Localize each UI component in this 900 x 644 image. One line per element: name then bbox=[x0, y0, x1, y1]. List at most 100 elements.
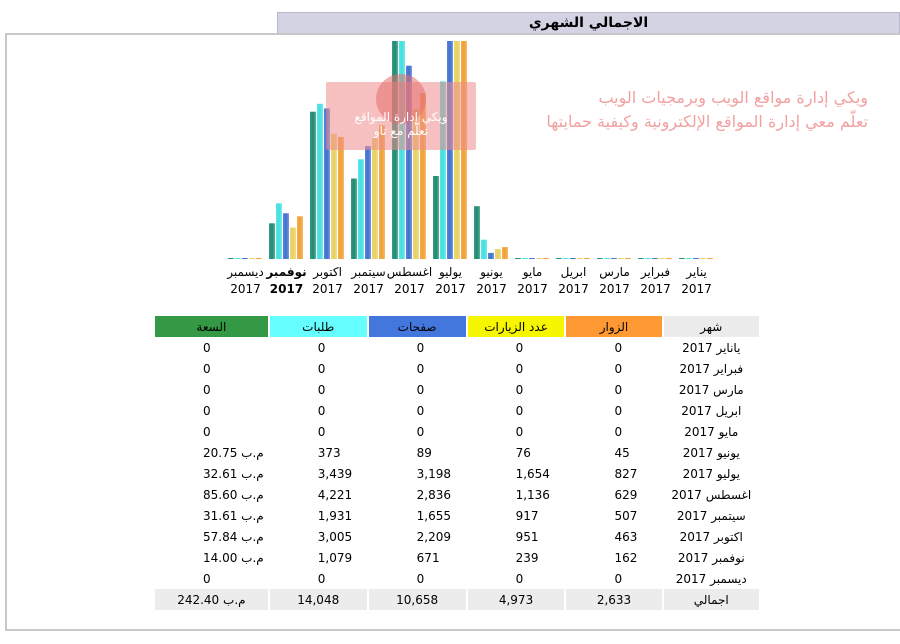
row-pages: 0 bbox=[416, 403, 425, 418]
bar-bandwidth bbox=[515, 258, 521, 259]
bar-bandwidth bbox=[597, 258, 603, 259]
row-pages: 0 bbox=[416, 382, 425, 397]
row-hits: 0 bbox=[317, 361, 326, 376]
row-pages: 671 bbox=[416, 550, 440, 565]
bar-pages bbox=[693, 258, 699, 259]
row-bandwidth: 0 bbox=[203, 340, 211, 355]
row-visitors: 0 bbox=[614, 571, 623, 586]
watermark-logo-line-1: ويكي إدارة المواقع bbox=[354, 110, 448, 124]
bar-pages bbox=[406, 65, 412, 259]
row-hits: 0 bbox=[317, 403, 326, 418]
row-visits: 0 bbox=[515, 361, 524, 376]
row-bandwidth: 20.75 م.ب bbox=[203, 445, 264, 460]
total-bandwidth: 242.40 م.ب bbox=[155, 589, 268, 610]
bar-visitors bbox=[707, 258, 713, 259]
bar-bandwidth bbox=[638, 258, 644, 259]
row-visitors: 507 bbox=[614, 508, 638, 523]
bar-pages bbox=[488, 252, 494, 259]
row-bandwidth: 0 bbox=[203, 361, 211, 376]
row-visits: 0 bbox=[515, 424, 524, 439]
bar-bandwidth bbox=[679, 258, 685, 259]
bar-hits bbox=[686, 258, 692, 259]
watermark-logo-line-2: تعلّم مع تاو bbox=[373, 124, 429, 138]
bar-visitors bbox=[461, 41, 467, 259]
bar-bandwidth bbox=[392, 41, 398, 259]
bar-visits bbox=[413, 109, 419, 259]
total-visitors: 2,633 bbox=[566, 589, 662, 610]
bar-visitors bbox=[502, 247, 508, 259]
row-visits: 917 bbox=[515, 508, 539, 523]
row-month: نوفمبر 2017 bbox=[677, 550, 745, 565]
row-visitors: 827 bbox=[614, 466, 638, 481]
table-body: يانایر 2017 0 0 0 0 0 فبراير 2017 0 0 0 0 0 مارس 201… bbox=[155, 337, 759, 610]
bar-hits bbox=[481, 239, 487, 259]
row-hits: 3,439 bbox=[317, 466, 353, 481]
row-month: ديسمبر 2017 bbox=[675, 571, 747, 586]
row-pages: 0 bbox=[416, 424, 425, 439]
row-hits: 0 bbox=[317, 571, 326, 586]
row-month: ابريل 2017 bbox=[681, 403, 742, 418]
header-month: شهر bbox=[663, 316, 759, 337]
row-bandwidth: 85.60 م.ب bbox=[203, 487, 264, 502]
x-tick-year: 2017 bbox=[394, 282, 425, 296]
row-month: يونيو 2017 bbox=[682, 445, 740, 460]
table-row: ابريل 2017 0 0 0 0 0 bbox=[155, 400, 759, 421]
table-row: مارس 2017 0 0 0 0 0 bbox=[155, 379, 759, 400]
x-tick-month: فبراير bbox=[640, 265, 670, 280]
bar-visits bbox=[659, 258, 665, 259]
row-hits: 4,221 bbox=[317, 487, 353, 502]
x-tick-year: 2017 bbox=[312, 282, 343, 296]
x-tick-month: ديسمبر bbox=[226, 265, 264, 280]
bar-visits bbox=[290, 227, 296, 259]
table-row: مايو 2017 0 0 0 0 0 bbox=[155, 421, 759, 442]
row-pages: 0 bbox=[416, 361, 425, 376]
monthly-stats-table: شهر الزوار عدد الزيارات صفحات طلبات السع… bbox=[153, 316, 761, 610]
bar-bandwidth bbox=[228, 258, 234, 259]
bar-pages bbox=[365, 146, 371, 259]
bar-visits bbox=[331, 133, 337, 259]
table-header-row: شهر الزوار عدد الزيارات صفحات طلبات السع… bbox=[155, 316, 759, 337]
bar-visits bbox=[495, 249, 501, 259]
watermark-line-2: تعلّم معي إدارة المواقع الإلكترونية وكيف… bbox=[546, 112, 868, 131]
bar-visitors bbox=[338, 137, 344, 259]
content-frame bbox=[5, 33, 900, 631]
bar-visitors bbox=[584, 258, 590, 259]
row-pages: 0 bbox=[416, 571, 425, 586]
bar-pages bbox=[324, 108, 330, 260]
row-visitors: 0 bbox=[614, 403, 623, 418]
table-row: ديسمبر 2017 0 0 0 0 0 bbox=[155, 568, 759, 589]
x-tick-year: 2017 bbox=[270, 282, 303, 296]
bar-visitors bbox=[297, 216, 303, 259]
bar-visitors bbox=[625, 258, 631, 259]
watermark-line-1: ويكي إدارة مواقع الويب وبرمجيات الويب bbox=[598, 88, 868, 107]
row-visits: 1,136 bbox=[515, 487, 550, 502]
header-hits: طلبات bbox=[269, 316, 367, 337]
x-tick-month: ابريل bbox=[561, 265, 587, 280]
row-bandwidth: 0 bbox=[203, 424, 211, 439]
x-tick-month: اكتوبر bbox=[312, 265, 342, 280]
bar-visits bbox=[700, 258, 706, 259]
row-pages: 3,198 bbox=[416, 466, 452, 481]
bar-visitors bbox=[666, 258, 672, 259]
x-tick-year: 2017 bbox=[517, 282, 548, 296]
x-tick-year: 2017 bbox=[558, 282, 589, 296]
x-tick-month: يونيو bbox=[479, 265, 503, 280]
watermark-logo: ويكي إدارة المواقع تعلّم مع تاو bbox=[326, 74, 476, 150]
bar-hits bbox=[604, 258, 610, 259]
bar-hits bbox=[645, 258, 651, 259]
total-pages: 10,658 bbox=[368, 589, 466, 610]
row-visitors: 463 bbox=[614, 529, 638, 544]
row-hits: 1,079 bbox=[317, 550, 353, 565]
row-visitors: 0 bbox=[614, 424, 623, 439]
row-month: فبراير 2017 bbox=[679, 361, 744, 376]
row-hits: 0 bbox=[317, 340, 326, 355]
row-hits: 0 bbox=[317, 382, 326, 397]
row-visitors: 0 bbox=[614, 382, 623, 397]
total-label: اجمالي bbox=[663, 589, 759, 610]
row-bandwidth: 32.61 م.ب bbox=[203, 466, 264, 481]
bar-visits bbox=[454, 41, 460, 259]
row-month: يانایر 2017 bbox=[682, 340, 741, 355]
row-visits: 239 bbox=[515, 550, 539, 565]
row-pages: 2,209 bbox=[416, 529, 452, 544]
table-row: يونيو 2017 45 76 89 373 20.75 م.ب bbox=[155, 442, 759, 463]
